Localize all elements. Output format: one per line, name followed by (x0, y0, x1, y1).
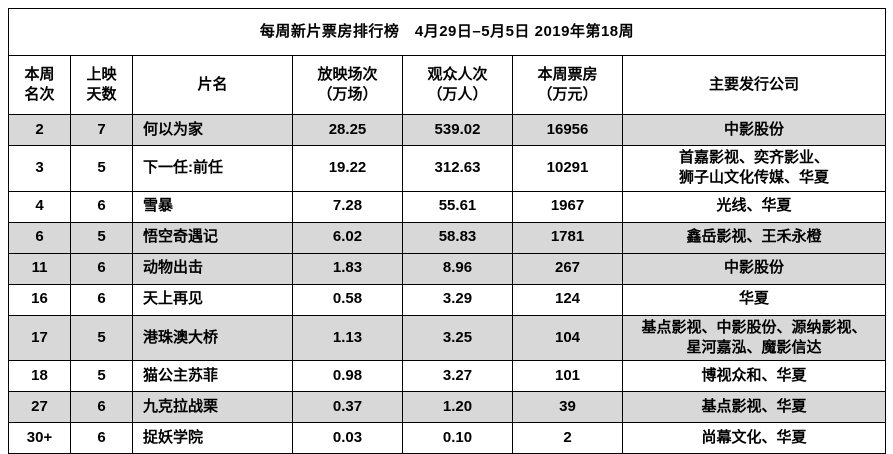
table-body: 2 7 何以为家 28.25 539.02 16956 中影股份 3 5 下一任:前任 19.22 3… (8, 114, 887, 454)
table-row: 3 5 下一任:前任 19.22 312.63 10291 首嘉影视、奕齐影业、 狮子山文化传… (8, 145, 887, 192)
cell-distributor: 中影股份 (621, 114, 887, 146)
cell-days: 6 (70, 283, 133, 316)
cell-days: 7 (70, 114, 133, 146)
cell-audience: 8.96 (402, 252, 513, 285)
column-header-film: 片名 (132, 55, 293, 115)
title-row: 每周新片票房排行榜 4月29日–5月5日 2019年第18周 (7, 8, 887, 56)
cell-distributor: 基点影视、中影股份、源纳影视、 星河嘉泓、魔影信达 (621, 314, 887, 361)
cell-screenings: 0.37 (292, 391, 403, 423)
cell-distributor: 尚幕文化、华夏 (621, 422, 887, 454)
cell-box-office: 101 (512, 360, 623, 392)
table-row: 6 5 悟空奇遇记 6.02 58.83 1781 鑫岳影视、王禾永橙 (8, 221, 887, 254)
cell-days: 5 (70, 145, 133, 192)
table-row: 4 6 雪暴 7.28 55.61 1967 光线、华夏 (8, 190, 887, 223)
cell-audience: 1.20 (402, 391, 513, 423)
cell-screenings: 19.22 (292, 145, 403, 192)
cell-rank: 18 (8, 360, 71, 392)
cell-audience: 3.27 (402, 360, 513, 392)
cell-film: 雪暴 (132, 190, 293, 223)
cell-box-office: 104 (512, 314, 623, 361)
cell-film: 港珠澳大桥 (132, 314, 293, 361)
cell-box-office: 1781 (512, 221, 623, 254)
cell-film: 九克拉战栗 (132, 391, 293, 423)
table-row: 18 5 猫公主苏菲 0.98 3.27 101 博视众和、华夏 (8, 360, 887, 392)
cell-box-office: 267 (512, 252, 623, 285)
cell-rank: 3 (8, 145, 71, 192)
cell-distributor: 光线、华夏 (621, 190, 887, 223)
cell-screenings: 28.25 (292, 114, 403, 146)
cell-box-office: 39 (512, 391, 623, 423)
cell-box-office: 16956 (512, 114, 623, 146)
table-row: 27 6 九克拉战栗 0.37 1.20 39 基点影视、华夏 (8, 391, 887, 423)
cell-rank: 30+ (8, 422, 71, 454)
cell-rank: 6 (8, 221, 71, 254)
cell-days: 6 (70, 190, 133, 223)
cell-film: 何以为家 (132, 114, 293, 146)
cell-days: 6 (70, 391, 133, 423)
column-header-days: 上映 天数 (70, 55, 133, 115)
cell-audience: 3.29 (402, 283, 513, 316)
cell-distributor: 首嘉影视、奕齐影业、 狮子山文化传媒、华夏 (621, 145, 887, 192)
cell-days: 5 (70, 360, 133, 392)
cell-days: 5 (70, 221, 133, 254)
column-header-screenings: 放映场次 （万场） (292, 55, 403, 115)
table-row: 2 7 何以为家 28.25 539.02 16956 中影股份 (8, 114, 887, 146)
cell-rank: 2 (8, 114, 71, 146)
cell-box-office: 10291 (512, 145, 623, 192)
cell-screenings: 0.03 (292, 422, 403, 454)
column-header-distributor: 主要发行公司 (621, 55, 887, 115)
table-row: 16 6 天上再见 0.58 3.29 124 华夏 (8, 283, 887, 316)
cell-rank: 27 (8, 391, 71, 423)
table-row: 11 6 动物出击 1.83 8.96 267 中影股份 (8, 252, 887, 285)
column-header-rank: 本周 名次 (8, 55, 71, 115)
cell-days: 6 (70, 252, 133, 285)
cell-film: 天上再见 (132, 283, 293, 316)
cell-film: 动物出击 (132, 252, 293, 285)
cell-screenings: 0.98 (292, 360, 403, 392)
cell-distributor: 博视众和、华夏 (621, 360, 887, 392)
cell-rank: 16 (8, 283, 71, 316)
cell-box-office: 124 (512, 283, 623, 316)
cell-audience: 0.10 (402, 422, 513, 454)
cell-audience: 58.83 (402, 221, 513, 254)
table-row: 30+ 6 捉妖学院 0.03 0.10 2 尚幕文化、华夏 (8, 422, 887, 454)
cell-film: 下一任:前任 (132, 145, 293, 192)
column-header-audience: 观众人次 （万人） (402, 55, 513, 115)
cell-distributor: 中影股份 (621, 252, 887, 285)
cell-audience: 312.63 (402, 145, 513, 192)
cell-distributor: 基点影视、华夏 (621, 391, 887, 423)
cell-rank: 4 (8, 190, 71, 223)
cell-film: 捉妖学院 (132, 422, 293, 454)
cell-rank: 17 (8, 314, 71, 361)
cell-audience: 3.25 (402, 314, 513, 361)
cell-film: 悟空奇遇记 (132, 221, 293, 254)
table-row: 17 5 港珠澳大桥 1.13 3.25 104 基点影视、中影股份、源纳影视、 星河嘉泓、魔… (8, 314, 887, 361)
table-title: 每周新片票房排行榜 4月29日–5月5日 2019年第18周 (7, 8, 887, 56)
cell-screenings: 1.13 (292, 314, 403, 361)
cell-screenings: 6.02 (292, 221, 403, 254)
cell-audience: 539.02 (402, 114, 513, 146)
cell-distributor: 鑫岳影视、王禾永橙 (621, 221, 887, 254)
weekly-box-office-report: 每周新片票房排行榜 4月29日–5月5日 2019年第18周 本周 名次 上映 天数片… (7, 8, 887, 454)
column-header-row: 本周 名次 上映 天数 片名 放映场次 （万场） 观众人次 （万人） 本周票房 （万元） 主要发行公司 (8, 55, 887, 115)
cell-box-office: 1967 (512, 190, 623, 223)
cell-distributor: 华夏 (621, 283, 887, 316)
cell-screenings: 7.28 (292, 190, 403, 223)
cell-audience: 55.61 (402, 190, 513, 223)
box-office-table: 每周新片票房排行榜 4月29日–5月5日 2019年第18周 本周 名次 上映 天数片… (7, 8, 887, 454)
cell-screenings: 0.58 (292, 283, 403, 316)
cell-rank: 11 (8, 252, 71, 285)
cell-days: 6 (70, 422, 133, 454)
cell-screenings: 1.83 (292, 252, 403, 285)
column-header-box-office: 本周票房 （万元） (512, 55, 623, 115)
cell-days: 5 (70, 314, 133, 361)
cell-film: 猫公主苏菲 (132, 360, 293, 392)
cell-box-office: 2 (512, 422, 623, 454)
